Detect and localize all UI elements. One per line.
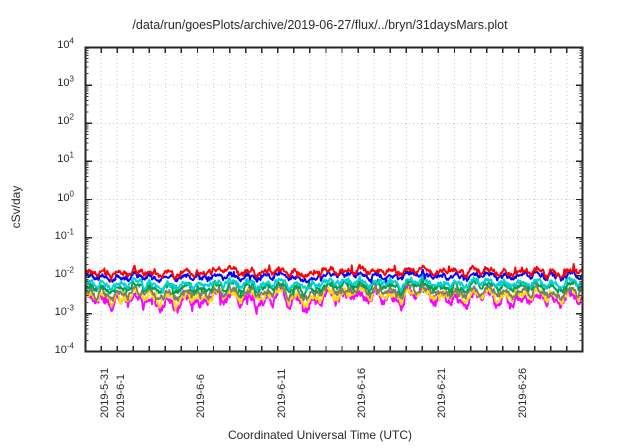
x-tick-label: 2019-6-6: [195, 373, 208, 418]
series-gray: [85, 281, 583, 302]
series-cyan: [85, 273, 583, 294]
y-tick-label: 10-4: [54, 341, 74, 356]
y-tick-label: 10-1: [54, 226, 74, 242]
series-yellow: [85, 281, 583, 311]
chart-title: /data/run/goesPlots/archive/2019-06-27/f…: [132, 18, 508, 32]
x-axis-label: Coordinated Universal Time (UTC): [227, 428, 413, 442]
x-tick-label: 2019-6-21: [436, 367, 449, 418]
x-tick-label: 2019-6-16: [355, 367, 368, 418]
grid-lines: [85, 47, 583, 352]
series-red: [85, 262, 583, 282]
y-tick-label: 101: [57, 150, 74, 166]
y-tick-label: 102: [57, 112, 74, 128]
y-tick-label: 100: [57, 188, 74, 204]
x-tick-label: 2019-6-1: [114, 373, 127, 418]
axis-ticks: [84, 46, 584, 353]
y-tick-label: 104: [57, 36, 74, 51]
y-tick-label: 103: [57, 74, 74, 90]
x-tick-label: 2019-6-26: [516, 367, 529, 418]
x-tick-label: 2019-6-11: [275, 368, 288, 418]
y-tick-label: 10-3: [54, 303, 74, 318]
y-tick-label: 10-2: [54, 265, 74, 280]
x-tick-label: 2019-5-31: [98, 367, 111, 418]
data-series-group: [85, 262, 583, 315]
